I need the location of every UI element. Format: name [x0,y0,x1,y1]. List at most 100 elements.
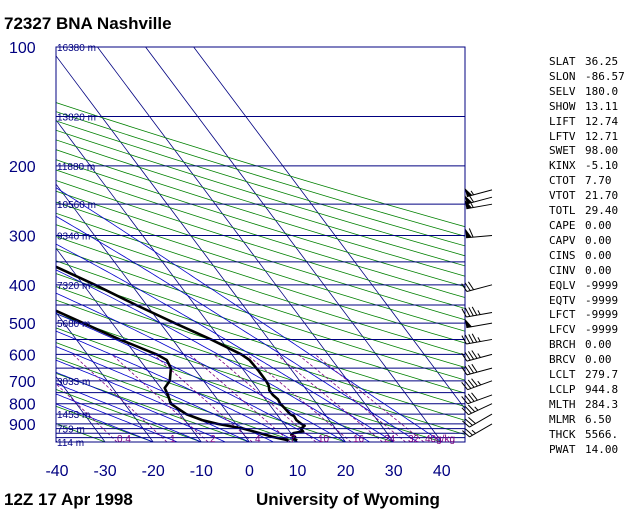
wind-barb-flag [471,306,478,316]
x-tick-label: -10 [190,463,213,480]
wind-barb-flag [461,407,469,416]
wind-barb [464,318,493,329]
dry-adiabat [56,159,465,288]
height-label: 11880 m [57,162,95,173]
dry-adiabat [56,201,465,332]
x-tick-label: 10 [289,463,307,480]
index-value: 0.00 [585,248,612,262]
index-row-kinx: KINX -5.10 [549,159,631,174]
index-value: 0.00 [585,263,612,277]
wind-barb-half-flag [477,337,481,342]
height-label: 16380 m [57,43,96,54]
index-key: LFCT [549,308,576,322]
dry-adiabat [56,224,465,356]
index-row-lfcv: LFCV -9999 [549,323,631,338]
index-key: MLTH [549,397,576,411]
dry-adiabat [56,169,465,298]
mixing-ratio-label: 7 [290,434,296,445]
wind-barb-staff [467,394,493,405]
y-tick-label: 400 [9,278,36,295]
wind-barb-pennant [464,195,473,204]
index-row-ctot: CTOT 7.70 [549,174,631,189]
moist-adiabat [56,330,298,442]
wind-barb-flag [464,380,472,389]
index-row-totl: TOTL 29.40 [549,204,631,219]
height-label: 7320 m [57,281,90,292]
dry-adiabat [56,286,465,421]
index-value: 944.8 [585,382,619,396]
wind-barb-flag [461,308,467,318]
index-key: PWAT [549,442,576,456]
y-tick-label: 700 [9,374,36,391]
index-row-slat: SLAT 36.25 [549,55,631,70]
wind-barb-half-flag [470,203,474,208]
wind-barb-flag [464,282,471,291]
mixing-ratio-line [246,354,352,442]
y-tick-label: 900 [9,417,36,434]
index-key: SWET [549,144,576,158]
wind-barb [464,187,493,198]
index-key: CAPE [549,218,576,232]
wind-barb-pennant [464,187,473,197]
mixing-ratio-line [275,354,383,442]
x-tick-label: 30 [385,463,403,480]
wind-barb-flag [462,430,470,438]
index-value: 284.3 [585,397,619,411]
dry-adiabat [56,299,465,435]
mixing-ratio-line [56,383,118,442]
index-key: EQLV [549,278,576,292]
index-key: LIFT [549,114,576,128]
height-label: 1453 m [57,410,90,421]
dry-adiabat [56,248,465,381]
dry-adiabat [56,372,251,442]
wind-barb-flag [468,364,475,374]
index-value: -9999 [585,323,619,337]
temperature-profile [56,265,306,442]
index-row-cape: CAPE 0.00 [549,219,631,234]
index-row-thck: THCK 5566. [549,428,631,443]
index-value: 98.00 [585,144,619,158]
y-tick-label: 100 [9,40,36,57]
wind-barb-flag [465,418,473,426]
plot-area [56,47,465,442]
isotherm-line [193,47,465,410]
wind-barb-staff [466,311,493,318]
isotherm-line [56,183,250,442]
wind-barb [461,350,493,362]
mixing-ratio-label: 4 [255,434,261,445]
wind-barb-half-flag [477,380,482,386]
mixing-ratio-label: 0.4 [117,434,131,445]
moist-adiabat [56,403,154,442]
moist-adiabat [56,371,226,442]
mixing-ratio-line [189,354,291,442]
wind-barb-flag [462,420,470,428]
wind-barb [465,228,493,239]
index-value: 36.25 [585,55,619,68]
index-value: 12.71 [585,129,619,143]
wind-barb-staff [468,403,493,416]
wind-barb-flag [461,335,467,345]
index-row-mlth: MLTH 284.3 [549,398,631,413]
wind-barb-flag [467,379,475,388]
index-row-lclp: LCLP 944.8 [549,383,631,398]
index-value: 12.74 [585,114,619,128]
index-key: MLMR [549,412,576,426]
y-tick-label: 800 [9,397,36,414]
height-label: 5680 m [57,319,90,330]
wind-barb-flag [471,363,478,373]
index-key: LFTV [549,129,576,143]
wind-barb-flag [461,396,468,405]
index-value: -9999 [585,308,619,322]
index-key: BRCH [549,338,576,352]
index-value: 6.50 [585,412,612,426]
height-label: 3033 m [57,377,90,388]
wind-barb-flag [467,404,476,413]
index-key: VTOT [549,189,576,203]
wind-barb-staff [466,353,493,362]
wind-barb [461,306,493,318]
mixing-ratio-line [72,354,168,442]
index-value: 21.70 [585,189,619,203]
dry-adiabat [56,313,444,442]
moist-adiabat [56,292,346,442]
